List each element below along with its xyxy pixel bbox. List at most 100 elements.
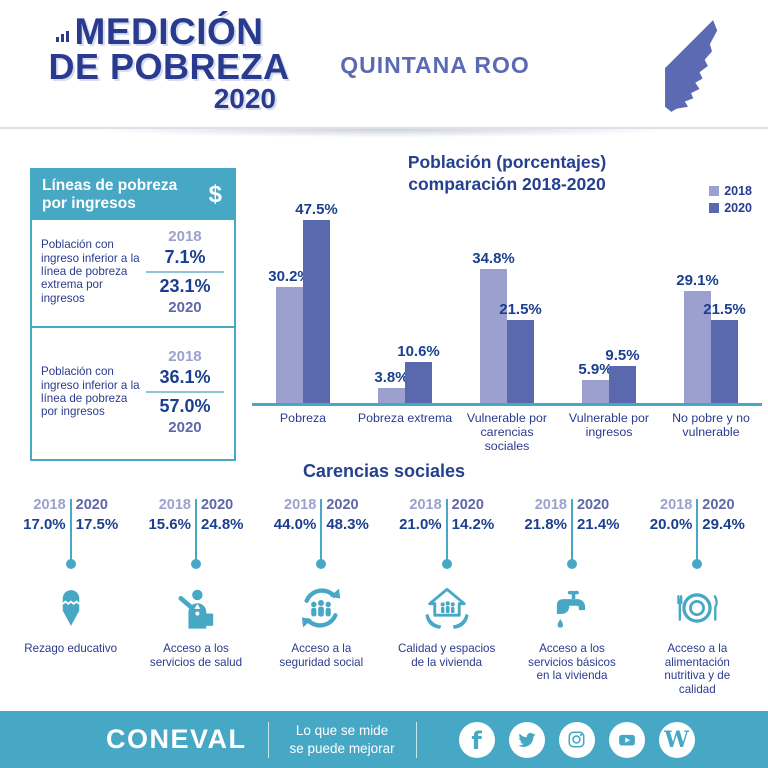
social-security-icon — [298, 583, 344, 633]
carencia-calidad-vivienda: 2018 2020 21.0% 14.2% Calidad y espacios d… — [384, 497, 509, 697]
carencias-columns: 2018 2020 17.0% 17.5% Rezago educativo 201… — [0, 497, 768, 697]
timeline-stem — [194, 499, 197, 561]
social-links: f W — [458, 721, 695, 758]
bar-value-label: 21.5% — [499, 301, 542, 319]
value-2020: 57.0% — [159, 396, 211, 417]
bar-2020 — [711, 320, 738, 403]
value-2020: 21.4% — [576, 516, 620, 533]
bar-2018 — [582, 380, 609, 403]
value-2018: 15.6% — [148, 516, 191, 533]
income-row-extreme: Población con ingreso inferior a la líne… — [32, 220, 234, 326]
carencia-alimentacion: 2018 2020 20.0% 29.4% Acceso a la alimenta… — [635, 497, 760, 697]
carencia-label: Acceso a la alimentación nutritiva y de … — [664, 642, 731, 697]
bar-groups: 30.2% 47.5% 3.8% 10.6% 34.8% 21.5% 5.9% … — [252, 201, 762, 406]
year-2020-label: 2020 — [451, 497, 484, 513]
legend-item-2018: 2018 — [709, 184, 752, 198]
carencias-title: Carencias sociales — [302, 461, 466, 481]
plate-icon — [675, 583, 719, 633]
category-axis: Pobreza Pobreza extrema Vulnerable por c… — [252, 410, 762, 454]
youtube-icon[interactable] — [608, 721, 645, 758]
timeline-stem — [445, 499, 448, 561]
bar-group-no-pobre: 29.1% 21.5% — [660, 212, 762, 403]
logo-line1: MEDICIÓN — [38, 13, 300, 50]
bar-2018 — [684, 291, 711, 403]
bar-value-label: 34.8% — [472, 250, 515, 268]
slogan-line1: Lo que se mide — [295, 722, 389, 738]
peso-icon: $ — [208, 180, 222, 208]
timeline-dot — [441, 559, 452, 569]
instagram-icon[interactable] — [558, 721, 595, 758]
income-row-general: Población con ingreso inferior a la líne… — [32, 325, 234, 459]
value-2018: 36.1% — [159, 367, 211, 388]
chart-title-line2: comparación 2018-2020 — [408, 173, 606, 194]
timeline-stem — [320, 499, 323, 561]
carencia-label: Calidad y espacios de la vivienda — [397, 642, 496, 669]
value-divider — [145, 391, 224, 394]
income-row-label: Población con ingreso inferior a la líne… — [41, 365, 140, 419]
timeline-dot — [190, 559, 201, 569]
bar-value-label: 30.2% — [268, 267, 311, 285]
bar-group-pobreza: 30.2% 47.5% — [252, 201, 354, 403]
category-label: No pobre y no vulnerable — [672, 410, 750, 439]
bar-value-label: 9.5% — [605, 347, 640, 365]
logo-year: 2020 — [213, 83, 276, 115]
year-2020-label: 2020 — [168, 419, 202, 437]
income-box-header: Líneas de pobreza por ingresos $ — [32, 170, 234, 220]
timeline-stem — [69, 499, 72, 561]
timeline-stem — [696, 499, 699, 561]
header-divider — [0, 127, 768, 141]
carencias-section: Carencias sociales 2018 2020 17.0% 17.5% R… — [0, 461, 768, 697]
value-2018: 20.0% — [649, 516, 693, 533]
income-row-label: Población con ingreso inferior a la líne… — [41, 238, 140, 305]
footer-divider — [267, 721, 269, 758]
carencia-label: Acceso a la seguridad social — [279, 642, 364, 669]
facebook-icon[interactable]: f — [458, 721, 495, 758]
legend-label-2018: 2018 — [724, 184, 752, 198]
carencia-label: Rezago educativo — [24, 642, 118, 655]
bar-group-vulnerable-ingresos: 5.9% 9.5% — [558, 212, 660, 403]
legend-item-2020: 2020 — [709, 201, 752, 215]
bar-chart-m-icon — [56, 31, 69, 43]
value-2020: 17.5% — [75, 516, 119, 533]
value-2020: 29.4% — [702, 516, 745, 533]
value-2020: 14.2% — [451, 516, 495, 533]
year-2020-label: 2020 — [326, 497, 359, 513]
bar-value-label: 5.9% — [578, 361, 613, 379]
w-icon[interactable]: W — [658, 721, 695, 758]
legend-label-2020: 2020 — [724, 201, 752, 215]
slogan-line2: se puede mejorar — [289, 740, 395, 756]
timeline-dot — [692, 559, 703, 569]
value-2018: 17.0% — [23, 516, 66, 533]
income-row-values: 2018 7.1% 23.1% 2020 — [142, 228, 228, 316]
year-2018-label: 2018 — [409, 497, 442, 513]
year-2020-label: 2020 — [702, 497, 735, 513]
footer-slogan: Lo que se mide se puede mejorar — [290, 722, 395, 757]
year-2020-label: 2020 — [576, 497, 610, 513]
house-hands-icon — [424, 583, 470, 633]
carencia-seguridad-social: 2018 2020 44.0% 48.3% Acceso a la segurida… — [259, 497, 384, 697]
timeline-stem — [570, 499, 573, 561]
category-label: Pobreza extrema — [357, 410, 453, 425]
bar-value-label: 29.1% — [676, 272, 719, 290]
medicion-pobreza-logo: MEDICIÓN DE POBREZA 2020 — [38, 13, 300, 115]
state-title: QUINTANA ROO — [340, 52, 530, 78]
value-2018: 21.0% — [399, 516, 442, 533]
year-2018-label: 2018 — [168, 348, 202, 366]
year-2018-label: 2018 — [33, 497, 66, 513]
income-poverty-lines-box: Líneas de pobreza por ingresos $ Poblaci… — [30, 168, 236, 461]
bar-2020 — [507, 320, 534, 403]
value-2018: 21.8% — [524, 516, 567, 533]
bar-value-label: 3.8% — [374, 369, 409, 387]
twitter-icon[interactable] — [508, 721, 545, 758]
category-label: Pobreza — [279, 410, 327, 425]
value-2020: 23.1% — [159, 275, 211, 296]
logo-line2: DE POBREZA — [48, 46, 290, 88]
pencil-icon — [49, 583, 93, 633]
value-2018: 44.0% — [273, 516, 317, 533]
value-2020: 24.8% — [200, 516, 244, 533]
carencia-label: Acceso a los servicios de salud — [149, 642, 243, 669]
footer-bar: CONEVAL Lo que se mide se puede mejorar … — [0, 711, 768, 768]
value-2018: 7.1% — [164, 246, 206, 267]
footer-divider — [415, 721, 417, 758]
